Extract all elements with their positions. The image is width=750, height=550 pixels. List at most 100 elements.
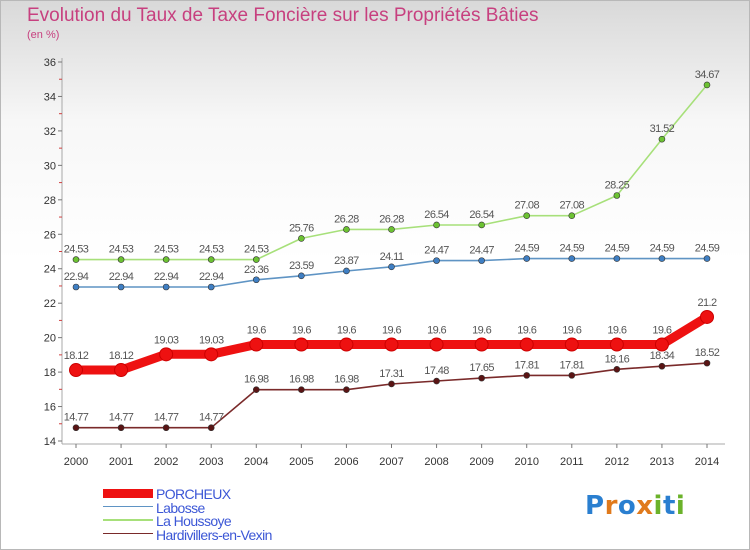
data-point xyxy=(69,363,83,378)
logo-letter: t xyxy=(662,491,676,521)
data-point xyxy=(703,359,711,367)
legend-label: Hardivillers-en-Vexin xyxy=(156,526,272,543)
data-point xyxy=(613,366,621,373)
data-label: 34.67 xyxy=(695,69,720,81)
data-point xyxy=(72,424,80,432)
data-label: 14.77 xyxy=(154,412,179,424)
x-tick-label: 2001 xyxy=(109,456,133,468)
data-label: 28.25 xyxy=(605,180,630,192)
data-point xyxy=(117,283,125,291)
data-label: 16.98 xyxy=(289,374,314,386)
x-tick-label: 2009 xyxy=(469,456,493,468)
data-label: 19.6 xyxy=(247,325,266,337)
proxiti-logo: Proxiti xyxy=(585,491,685,521)
data-label: 19.6 xyxy=(427,325,446,337)
x-tick-label: 2002 xyxy=(154,456,178,468)
data-label: 24.53 xyxy=(199,244,224,256)
data-point xyxy=(564,337,579,352)
data-label: 19.6 xyxy=(337,325,356,337)
y-tick-label: 36 xyxy=(44,57,56,69)
data-point xyxy=(658,362,666,370)
data-point xyxy=(388,380,395,388)
data-label: 24.11 xyxy=(380,251,404,263)
data-point xyxy=(298,235,305,242)
data-point xyxy=(658,255,666,262)
x-tick-label: 2011 xyxy=(560,456,584,468)
data-point xyxy=(523,212,531,219)
data-label: 22.94 xyxy=(64,271,89,283)
data-label: 24.47 xyxy=(469,245,494,257)
data-point xyxy=(568,372,576,379)
data-label: 14.77 xyxy=(64,412,89,424)
data-label: 27.08 xyxy=(560,200,585,212)
data-label: 17.48 xyxy=(424,365,449,377)
data-point xyxy=(613,192,621,199)
data-point xyxy=(388,263,395,271)
x-tick-label: 2006 xyxy=(334,456,358,468)
series-porcheux xyxy=(69,309,714,378)
data-point xyxy=(72,256,80,263)
data-label: 19.6 xyxy=(652,325,671,337)
data-point xyxy=(568,255,576,262)
data-point xyxy=(162,283,170,291)
data-label: 18.16 xyxy=(605,353,630,365)
data-point xyxy=(252,386,260,393)
x-tick-label: 2008 xyxy=(424,456,448,468)
data-point xyxy=(478,221,485,229)
y-tick-label: 14 xyxy=(44,436,56,448)
data-point xyxy=(523,255,531,262)
data-point xyxy=(343,267,350,275)
data-label: 23.87 xyxy=(334,255,359,267)
data-point xyxy=(162,256,170,263)
data-label: 17.81 xyxy=(560,359,585,371)
y-tick-label: 24 xyxy=(44,264,56,276)
data-label: 14.77 xyxy=(199,412,224,424)
y-tick-label: 18 xyxy=(44,367,56,379)
data-label: 24.53 xyxy=(244,244,269,256)
data-label: 18.12 xyxy=(64,350,89,362)
legend-swatch xyxy=(103,532,153,535)
data-label: 22.94 xyxy=(199,271,224,283)
x-tick-label: 2004 xyxy=(244,456,268,468)
data-label: 19.6 xyxy=(292,325,311,337)
logo-letter: i xyxy=(675,491,686,521)
data-label: 26.54 xyxy=(469,209,494,221)
data-point xyxy=(433,257,440,264)
data-point xyxy=(658,135,666,143)
unit-label: (en %) xyxy=(27,29,60,41)
series-line xyxy=(75,84,708,261)
y-tick-label: 32 xyxy=(44,126,56,138)
data-point xyxy=(159,347,174,362)
legend-label: PORCHEUX xyxy=(156,486,231,502)
data-label: 24.53 xyxy=(154,244,179,256)
data-point xyxy=(162,424,170,432)
data-label: 19.03 xyxy=(199,334,224,346)
data-point xyxy=(252,256,260,263)
data-label: 31.52 xyxy=(650,123,675,135)
data-point xyxy=(613,255,621,262)
data-point xyxy=(339,337,354,352)
logo-letter: o xyxy=(617,491,637,521)
data-point xyxy=(343,226,350,233)
data-point xyxy=(703,255,711,262)
data-point xyxy=(700,309,714,324)
data-label: 18.52 xyxy=(695,347,720,359)
data-point xyxy=(478,374,485,382)
data-point xyxy=(568,212,576,219)
data-point xyxy=(298,272,305,280)
data-label: 18.34 xyxy=(650,350,675,362)
data-point xyxy=(478,257,485,264)
logo-letter: i xyxy=(653,491,663,521)
data-point xyxy=(429,337,444,352)
data-point xyxy=(252,276,260,284)
data-point xyxy=(207,283,215,291)
data-label: 26.28 xyxy=(379,213,404,225)
data-label: 19.6 xyxy=(517,325,536,337)
data-label: 23.59 xyxy=(289,260,314,272)
y-tick-label: 28 xyxy=(44,195,56,207)
x-tick-label: 2010 xyxy=(514,456,538,468)
y-tick-label: 16 xyxy=(44,402,56,414)
data-label: 19.6 xyxy=(472,325,491,337)
data-point xyxy=(117,256,125,263)
legend-label: Labosse xyxy=(156,499,205,516)
